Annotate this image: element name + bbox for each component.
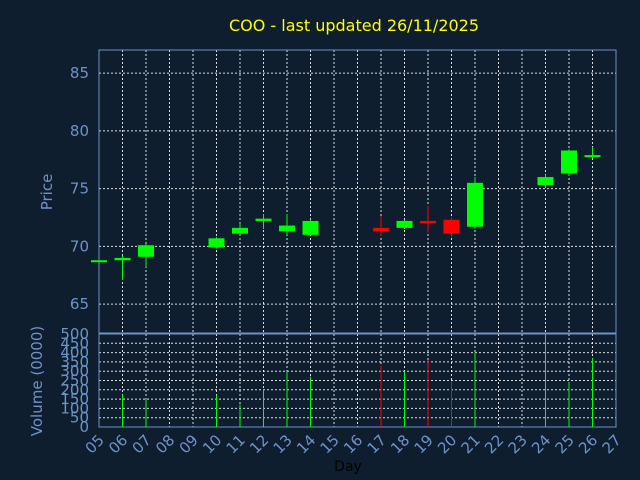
x-tick-label: 16 — [340, 431, 366, 457]
price-axis-label: Price — [38, 174, 56, 211]
x-tick-label: 23 — [505, 431, 531, 457]
volume-tick-label: 100 — [60, 399, 89, 417]
volume-tick-label: 300 — [60, 362, 89, 380]
candle-body — [91, 260, 107, 263]
volume-tick-label: 250 — [60, 372, 89, 390]
volume-tick-label: 200 — [60, 381, 89, 399]
x-tick-label: 22 — [481, 431, 507, 457]
x-tick-label: 20 — [434, 431, 460, 457]
candle-body — [302, 220, 319, 235]
candle-body — [443, 219, 460, 234]
candle-body — [584, 155, 601, 158]
candle-body — [138, 245, 154, 257]
x-tick-label: 07 — [129, 431, 155, 457]
x-tick-label: 17 — [364, 431, 390, 457]
price-panel-frame — [98, 49, 617, 334]
x-tick-label: 09 — [176, 431, 202, 457]
x-tick-label: 18 — [387, 431, 413, 457]
candle-body — [396, 220, 413, 228]
price-tick-label: 65 — [70, 295, 89, 313]
volume-tick-label: 150 — [60, 390, 89, 408]
candle-body — [467, 182, 483, 227]
x-tick-label: 21 — [458, 431, 484, 457]
x-tick-label: 11 — [223, 431, 249, 457]
candle-body — [537, 177, 554, 186]
x-tick-label: 19 — [411, 431, 437, 457]
volume-tick-label: 350 — [60, 353, 89, 371]
x-tick-label: 27 — [599, 431, 625, 457]
price-y-axis: 65 70 75 80 85 — [70, 64, 89, 313]
x-tick-label: 13 — [270, 431, 296, 457]
candlestick-series — [91, 147, 601, 280]
chart-title: COO - last updated 26/11/2025 — [229, 16, 479, 35]
candle-body — [232, 227, 248, 234]
candle-body — [279, 225, 295, 232]
x-axis: 0506070809101112131415161718192021222324… — [82, 431, 625, 457]
volume-panel-frame — [98, 333, 617, 428]
volume-tick-label: 450 — [60, 334, 89, 352]
volume-gridlines — [98, 333, 617, 428]
price-tick-label: 80 — [70, 122, 89, 140]
volume-tick-label: 400 — [60, 344, 89, 362]
price-gridlines — [98, 50, 617, 333]
volume-axis-label: Volume (0000) — [28, 326, 46, 436]
volume-tick-label: 500 — [60, 325, 89, 343]
candle-body — [561, 150, 577, 174]
x-tick-label: 25 — [552, 431, 578, 457]
x-tick-label: 08 — [152, 431, 178, 457]
candle-body — [208, 238, 225, 248]
volume-series — [122, 334, 593, 427]
volume-tick-label: 50 — [70, 409, 89, 427]
x-tick-label: 24 — [528, 431, 554, 457]
volume-tick-label: 0 — [79, 418, 89, 436]
x-tick-label: 26 — [575, 431, 601, 457]
candle-body — [255, 218, 272, 221]
candle-body — [373, 227, 389, 232]
x-tick-label: 10 — [199, 431, 225, 457]
price-tick-label: 75 — [70, 180, 89, 198]
price-tick-label: 85 — [70, 64, 89, 82]
candle-body — [420, 220, 436, 224]
x-tick-label: 14 — [293, 431, 319, 457]
x-tick-label: 12 — [246, 431, 272, 457]
candle-body — [114, 257, 131, 261]
x-tick-label: 15 — [317, 431, 343, 457]
x-tick-label: 06 — [105, 431, 131, 457]
price-tick-label: 70 — [70, 237, 89, 255]
x-axis-label: Day — [334, 459, 362, 475]
